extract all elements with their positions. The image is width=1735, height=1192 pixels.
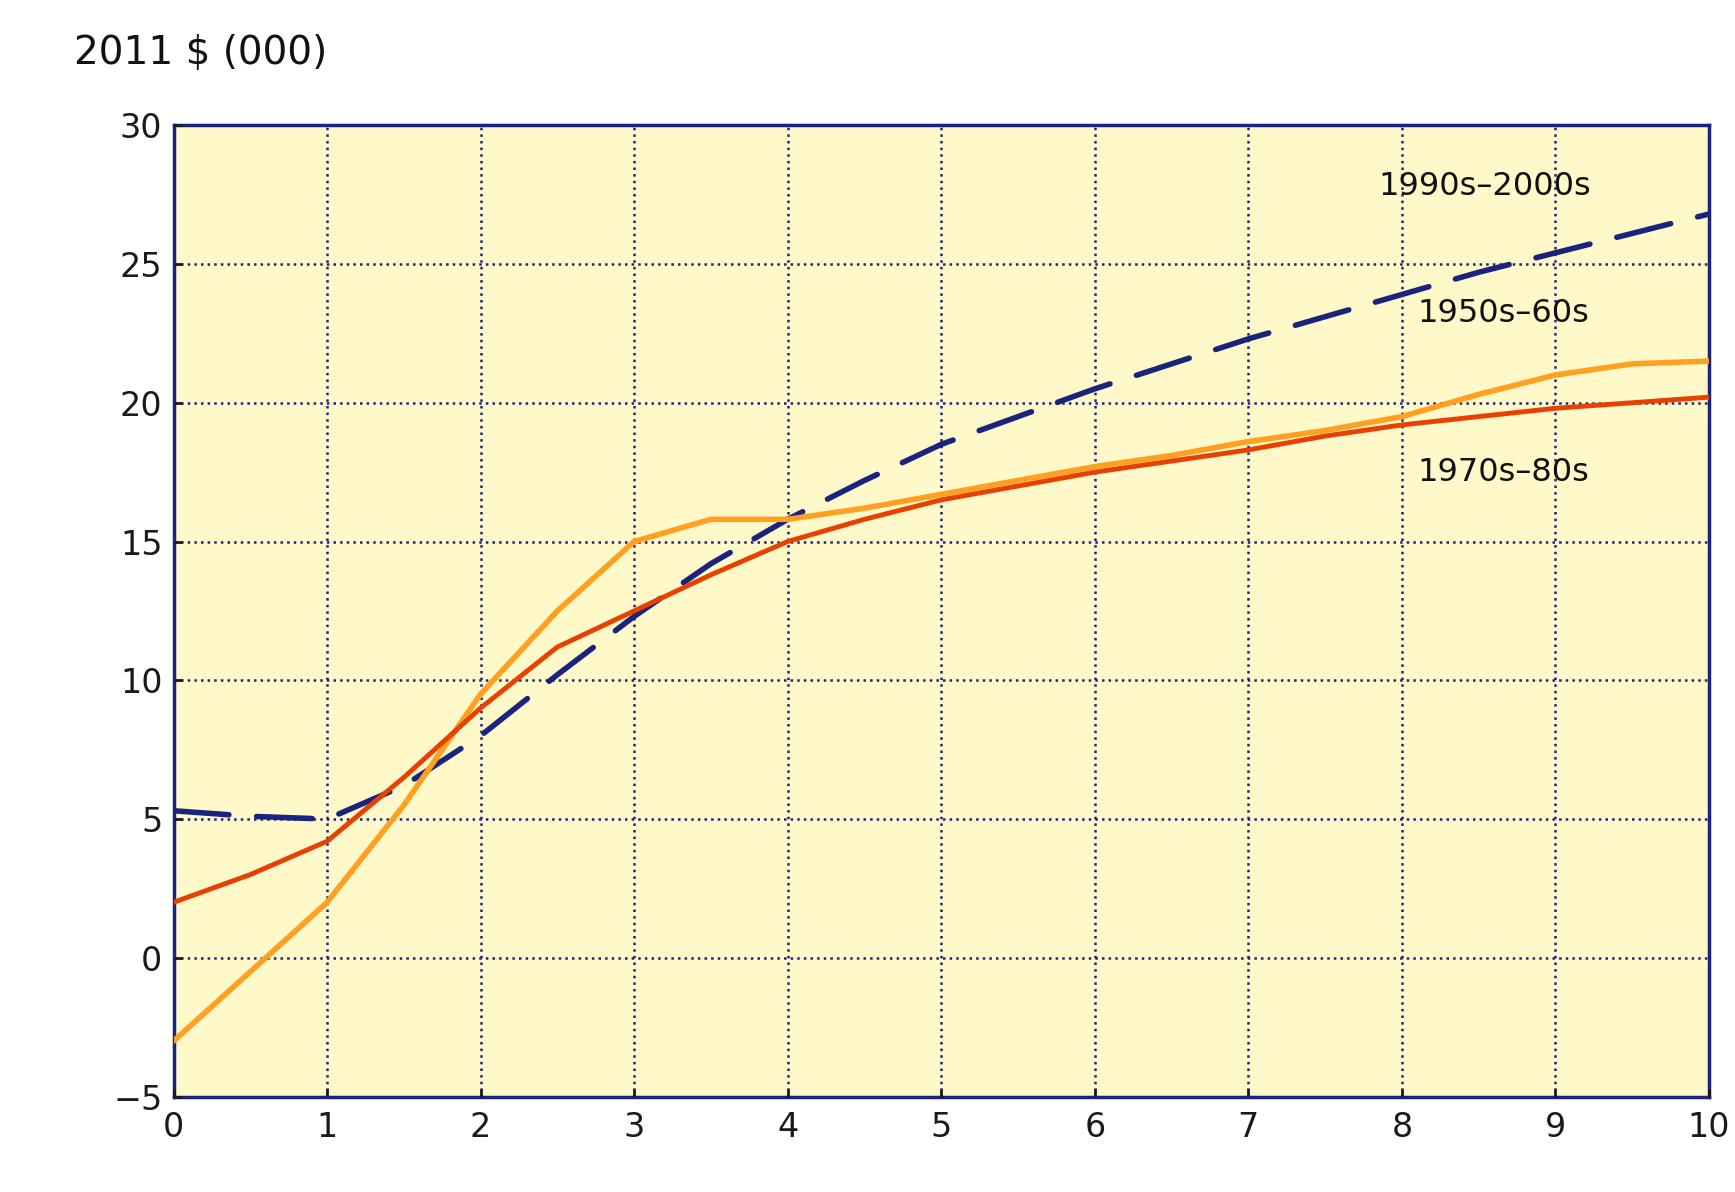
Text: 1990s–2000s: 1990s–2000s bbox=[1379, 170, 1591, 201]
Text: 1950s–60s: 1950s–60s bbox=[1417, 298, 1589, 329]
Text: 2011 $ (000): 2011 $ (000) bbox=[73, 33, 326, 72]
Text: 1970s–80s: 1970s–80s bbox=[1417, 457, 1589, 488]
